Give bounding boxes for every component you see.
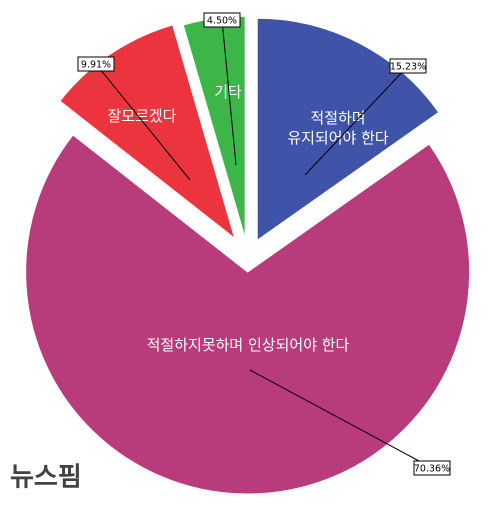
leader-line	[95, 63, 191, 181]
value-label: 9.91%	[81, 60, 111, 71]
value-label: 4.50%	[207, 16, 237, 27]
value-label-box	[389, 58, 427, 74]
leader-line	[249, 369, 433, 469]
slice-label: 기타	[214, 83, 242, 101]
pie-slice	[59, 24, 236, 240]
pie-slice	[25, 134, 471, 495]
leader-line	[304, 65, 409, 176]
value-label-box	[77, 56, 115, 72]
leader-line	[221, 19, 237, 166]
value-label-box	[413, 460, 451, 476]
value-label: 70.36%	[414, 464, 450, 475]
slice-label: 적절하며 유지되어야 한다	[287, 109, 389, 147]
value-label: 15.23%	[390, 62, 426, 73]
value-label-box	[203, 12, 241, 28]
slice-label: 잘모르겠다	[107, 107, 176, 125]
watermark: 뉴스핌	[10, 463, 82, 493]
slice-label: 적절하지못하며 인상되어야 한다	[147, 336, 350, 354]
